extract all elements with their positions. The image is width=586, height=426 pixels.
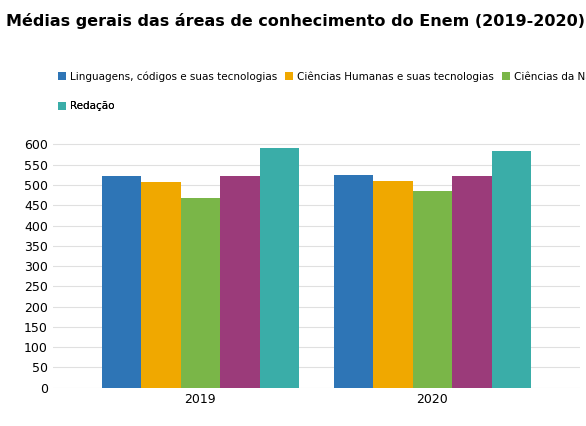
Bar: [101, 176, 141, 388]
Bar: [333, 175, 373, 388]
Bar: [452, 176, 492, 388]
Legend: Redação: Redação: [58, 101, 115, 111]
Bar: [141, 182, 180, 388]
Bar: [373, 181, 413, 388]
Text: Médias gerais das áreas de conhecimento do Enem (2019-2020): Médias gerais das áreas de conhecimento …: [6, 13, 585, 29]
Bar: [180, 198, 220, 388]
Bar: [220, 176, 260, 388]
Bar: [492, 150, 532, 388]
Bar: [260, 148, 299, 388]
Bar: [413, 191, 452, 388]
